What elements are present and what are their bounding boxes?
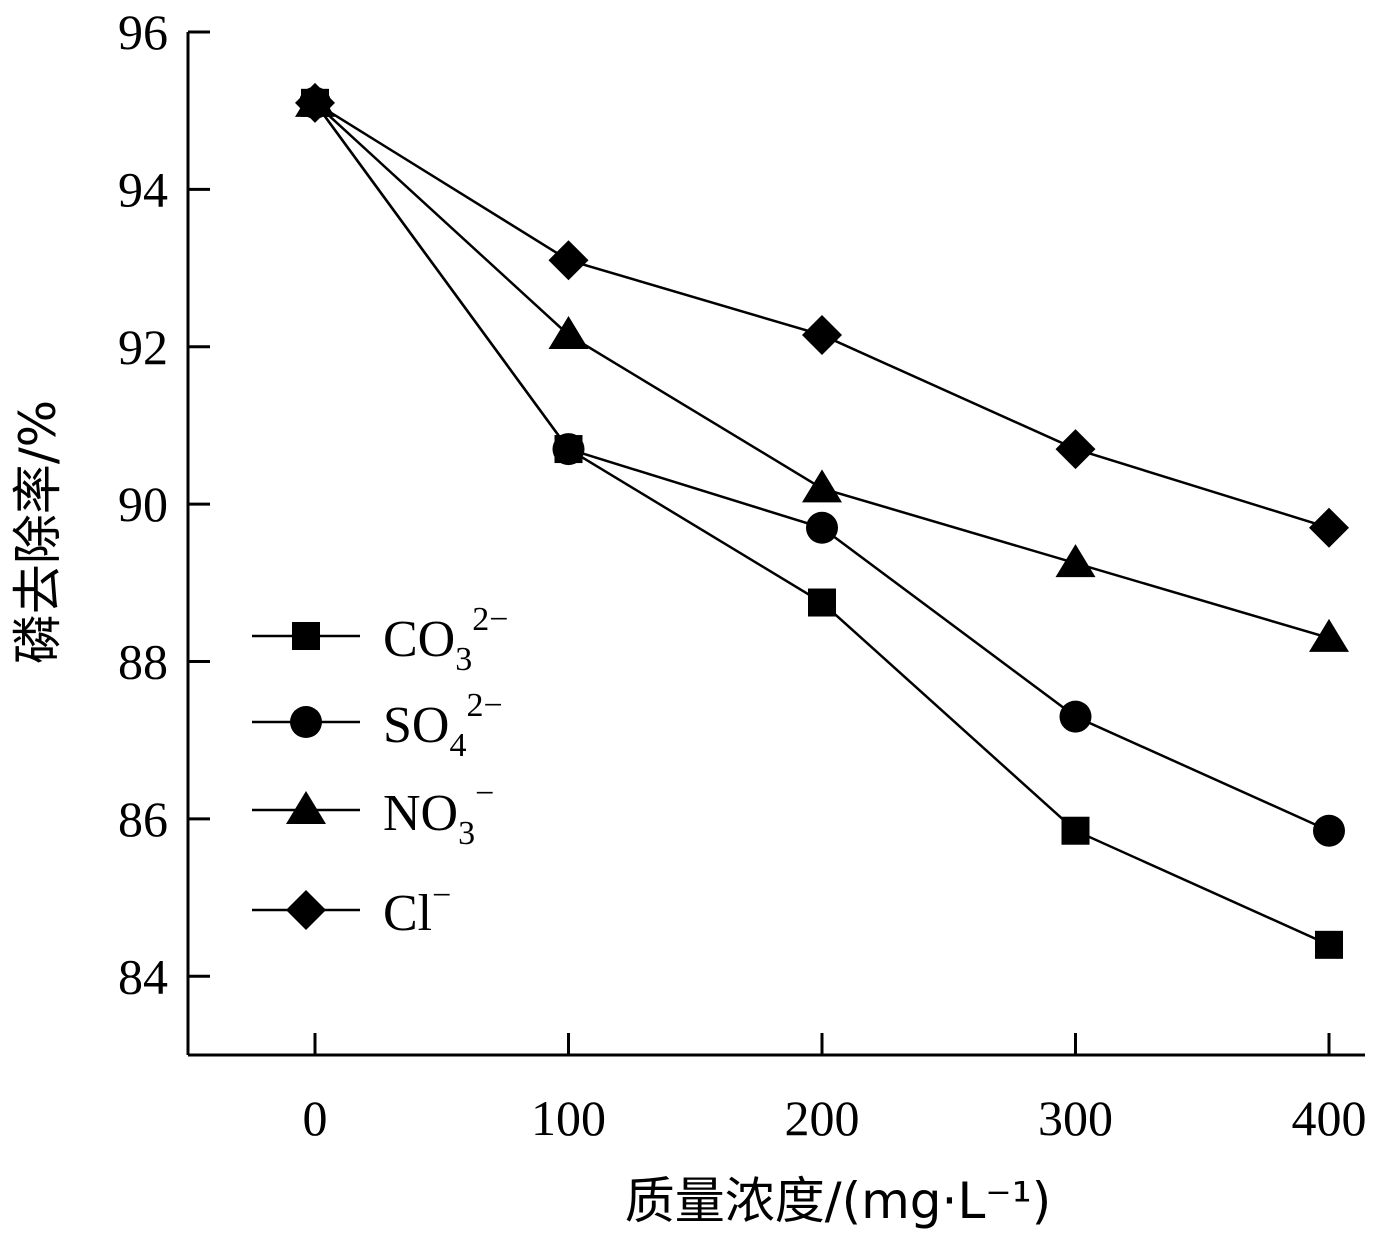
data-point-triangle [802, 469, 842, 503]
y-tick-label: 96 [118, 4, 168, 60]
data-point-circle [806, 511, 838, 544]
data-point-diamond [802, 314, 842, 355]
data-point-diamond [1055, 429, 1096, 470]
y-tick-label: 88 [118, 634, 168, 690]
x-tick-label: 400 [1292, 1090, 1367, 1146]
y-tick-label: 84 [118, 948, 168, 1004]
x-tick-label: 0 [303, 1090, 328, 1146]
axes: 84 86 88 90 92 94 96 0 100 200 300 400 [118, 4, 1367, 1146]
legend: CO32− SO42− NO3− Cl− [252, 601, 508, 942]
legend-label: CO32− [383, 601, 508, 678]
legend-label: Cl− [383, 877, 451, 942]
y-tick-label: 90 [118, 476, 168, 532]
series-line-triangle [314, 101, 1330, 640]
data-point-circle [1059, 700, 1092, 733]
data-point-square [1315, 930, 1343, 959]
data-point-diamond [1309, 507, 1349, 548]
data-point-triangle [1055, 544, 1096, 578]
x-tick-label: 100 [531, 1090, 606, 1146]
x-tick-label: 300 [1038, 1090, 1113, 1146]
data-point-square [808, 588, 836, 617]
legend-marker-triangle [286, 791, 326, 824]
y-tick-label: 92 [118, 319, 168, 375]
x-axis-title: 质量浓度/(mg·L⁻¹) [625, 1172, 1052, 1230]
y-tick-label: 94 [118, 161, 168, 217]
data-point-square [1061, 816, 1090, 845]
legend-marker-square [292, 622, 320, 650]
data-point-diamond [295, 82, 335, 123]
y-tick-label: 86 [118, 791, 168, 847]
data-point-triangle [548, 315, 589, 349]
legend-label: SO42− [383, 687, 503, 764]
data-point-triangle [1309, 618, 1349, 652]
series-markers [295, 82, 1349, 959]
data-point-circle [552, 433, 585, 466]
legend-marker-diamond [286, 890, 326, 930]
y-axis-title: 磷去除率/% [9, 400, 67, 664]
data-point-diamond [548, 240, 589, 281]
x-tick-label: 200 [785, 1090, 860, 1146]
legend-marker-circle [290, 706, 322, 738]
data-point-circle [1313, 814, 1345, 847]
legend-label: NO3− [383, 775, 494, 852]
